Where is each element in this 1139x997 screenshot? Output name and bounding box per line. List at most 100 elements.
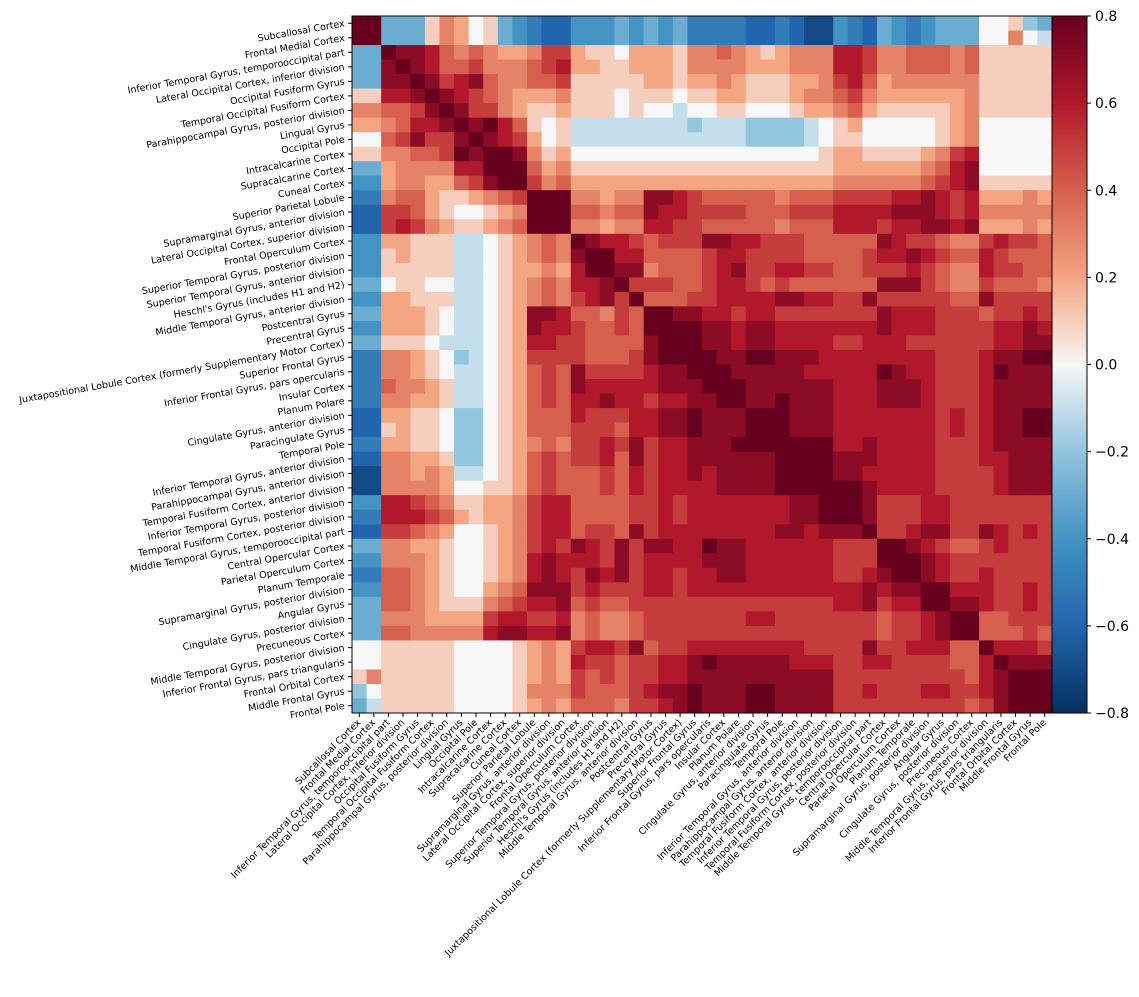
heatmap-cell — [527, 59, 542, 75]
heatmap-cell — [804, 408, 820, 423]
heatmap-cell — [585, 538, 601, 554]
heatmap-cell — [643, 74, 659, 90]
heatmap-cell — [1022, 175, 1038, 191]
heatmap-cell — [964, 16, 980, 31]
heatmap-cell — [439, 291, 455, 307]
heatmap-cell — [774, 567, 790, 583]
heatmap-cell — [658, 364, 674, 380]
heatmap-cell — [979, 74, 995, 90]
heatmap-cell — [556, 640, 572, 656]
heatmap-cell — [862, 248, 878, 264]
heatmap-cell — [804, 379, 820, 394]
heatmap-cell — [731, 698, 747, 714]
heatmap-cell — [1008, 408, 1024, 423]
heatmap-cell — [672, 219, 688, 235]
heatmap-cell — [760, 45, 776, 60]
heatmap-cell — [454, 161, 470, 177]
heatmap-cell — [862, 538, 878, 554]
heatmap-cell — [527, 291, 542, 307]
heatmap-cell — [920, 335, 936, 351]
colorbar-tick-label: −0.6 — [1095, 619, 1129, 635]
heatmap-cell — [424, 379, 440, 394]
heatmap-cell — [745, 335, 761, 351]
heatmap-cell — [920, 233, 936, 249]
heatmap-cell — [760, 88, 776, 104]
heatmap-cell — [672, 480, 688, 496]
heatmap-cell — [731, 320, 747, 336]
heatmap-cell — [818, 175, 834, 191]
heatmap-cell — [527, 596, 542, 612]
heatmap-cell — [614, 59, 630, 75]
heatmap-cell — [439, 204, 455, 220]
heatmap-cell — [672, 16, 688, 31]
heatmap-cell — [760, 117, 776, 133]
heatmap-cell — [410, 393, 426, 409]
heatmap-cell — [556, 611, 572, 627]
heatmap-cell — [760, 306, 776, 322]
heatmap-cell — [906, 306, 922, 322]
heatmap-cell — [760, 451, 776, 467]
heatmap-cell — [352, 161, 367, 177]
heatmap-cell — [935, 277, 951, 293]
heatmap-cell — [804, 553, 820, 569]
heatmap-cell — [847, 393, 863, 409]
heatmap-cell — [439, 59, 455, 75]
heatmap-cell — [847, 466, 863, 482]
heatmap-cell — [979, 437, 995, 453]
heatmap-cell — [614, 103, 630, 119]
heatmap-cell — [789, 567, 805, 583]
heatmap-cell — [745, 640, 761, 656]
heatmap-cell — [877, 683, 892, 699]
heatmap-cell — [979, 88, 995, 104]
heatmap-cell — [877, 335, 892, 351]
heatmap-cell — [599, 611, 615, 627]
heatmap-cell — [585, 45, 601, 60]
heatmap-cell — [979, 161, 995, 177]
heatmap-cell — [702, 306, 717, 322]
heatmap-cell — [862, 103, 878, 119]
heatmap-cell — [1022, 538, 1038, 554]
heatmap-cell — [789, 88, 805, 104]
heatmap-cell — [541, 146, 557, 162]
heatmap-cell — [410, 88, 426, 104]
heatmap-cell — [906, 277, 922, 293]
heatmap-cell — [1037, 582, 1053, 598]
heatmap-cell — [643, 204, 659, 220]
heatmap-cell — [979, 320, 995, 336]
heatmap-cell — [424, 553, 440, 569]
heatmap-cell — [454, 74, 470, 90]
heatmap-cell — [512, 524, 528, 540]
heatmap-cell — [352, 146, 367, 162]
heatmap-cell — [731, 466, 747, 482]
heatmap-cell — [1022, 451, 1038, 467]
heatmap-cell — [745, 262, 761, 278]
heatmap-cell — [1008, 132, 1024, 148]
heatmap-cell — [629, 611, 645, 627]
heatmap-cell — [658, 117, 674, 133]
heatmap-cell — [381, 146, 397, 162]
heatmap-cell — [483, 30, 499, 46]
heatmap-cell — [454, 669, 470, 685]
heatmap-cell — [716, 233, 732, 249]
heatmap-cell — [541, 480, 557, 496]
heatmap-cell — [862, 683, 878, 699]
heatmap-cell — [687, 103, 703, 119]
heatmap-cell — [658, 262, 674, 278]
heatmap-cell — [585, 393, 601, 409]
heatmap-cell — [497, 117, 513, 133]
heatmap-cell — [731, 480, 747, 496]
heatmap-cell — [760, 538, 776, 554]
heatmap-cell — [862, 59, 878, 75]
heatmap-cell — [760, 204, 776, 220]
heatmap-cell — [381, 611, 397, 627]
heatmap-cell — [614, 553, 630, 569]
heatmap-cell — [702, 596, 717, 612]
heatmap-cell — [891, 538, 907, 554]
heatmap-cell — [570, 74, 586, 90]
heatmap-cell — [833, 335, 849, 351]
heatmap-cell — [745, 364, 761, 380]
heatmap-cell — [731, 262, 747, 278]
heatmap-cell — [818, 349, 834, 365]
heatmap-cell — [352, 175, 367, 191]
heatmap-cell — [599, 379, 615, 394]
